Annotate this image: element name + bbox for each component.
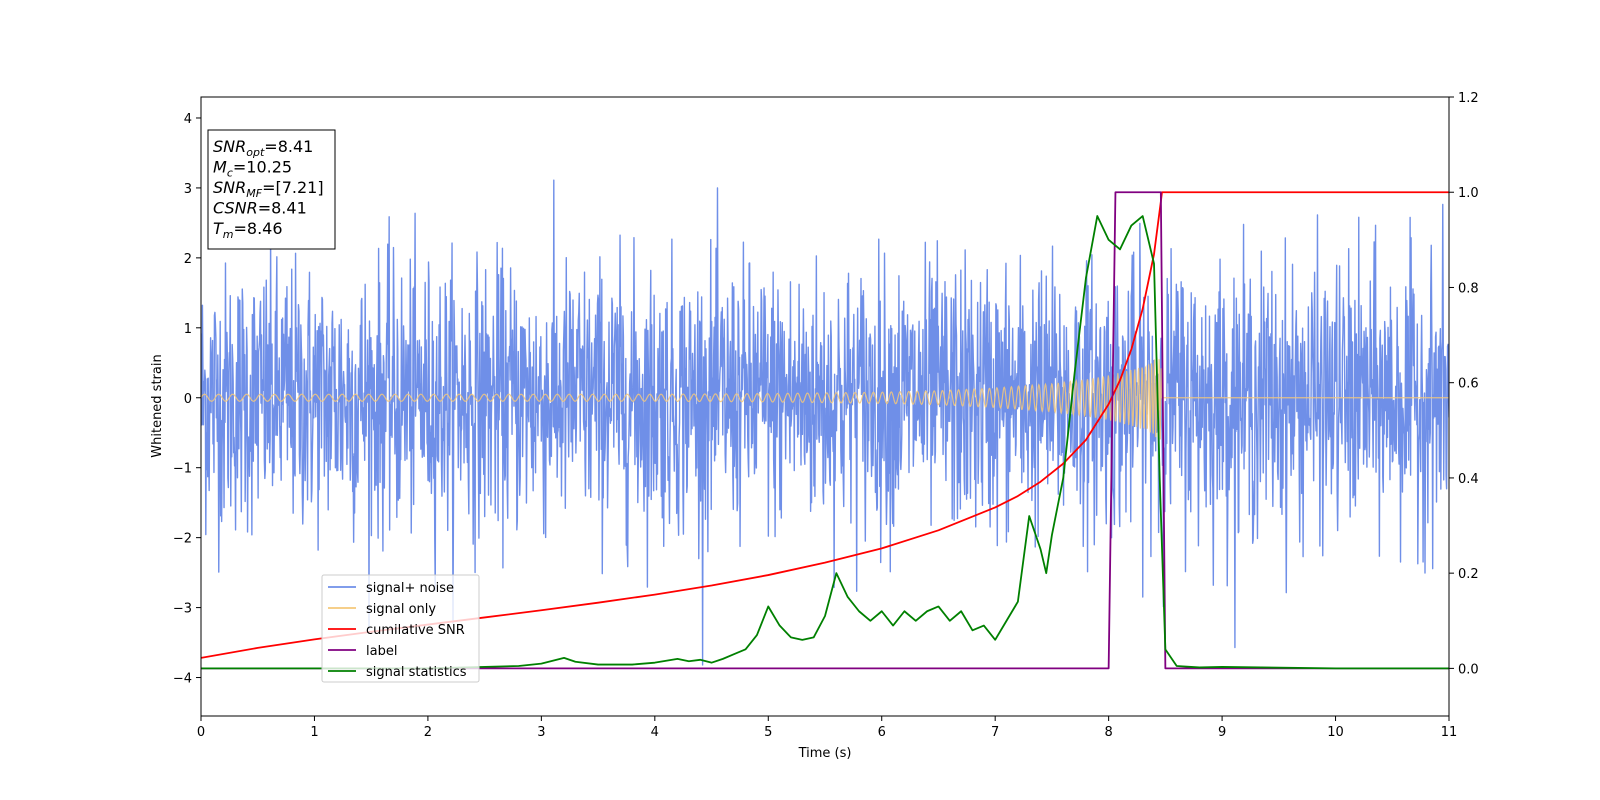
info-line-value: =8.41 [264, 137, 313, 156]
series-signal-only [201, 357, 1449, 440]
x-tick-label: 10 [1327, 725, 1344, 740]
y-right-tick-label: 0.0 [1458, 662, 1479, 677]
x-axis-title: Time (s) [798, 746, 852, 761]
info-line-symbol: T [213, 219, 224, 238]
y-left-tick-label: 4 [184, 112, 192, 127]
y-right-tick-label: 0.6 [1458, 377, 1479, 392]
plot-area-frame [200, 96, 1450, 717]
x-tick-label: 8 [1104, 725, 1112, 740]
x-tick-label: 9 [1218, 725, 1226, 740]
legend-label-signal-noise: signal+ noise [366, 581, 454, 596]
y-right-tick-label: 1.0 [1458, 186, 1479, 201]
series-signal-noise [201, 179, 1449, 666]
info-line-subscript: opt [246, 146, 265, 159]
y-axis-left: −4 −3 −2 −1 0 1 2 3 4 [173, 112, 201, 687]
y-right-tick-label: 0.8 [1458, 281, 1479, 296]
info-box: SNRopt=8.41Mc=10.25SNRMF=[7.21]CSNR=8.41… [207, 129, 336, 250]
x-tick-label: 4 [651, 725, 659, 740]
info-line-symbol: SNR [213, 178, 246, 197]
info-line-subscript: MF [246, 187, 262, 200]
info-line-value: =8.46 [234, 219, 283, 238]
y-axis-right: 0.0 0.2 0.4 0.6 0.8 1.0 1.2 [1449, 91, 1479, 677]
info-line-subscript: c [227, 167, 233, 180]
x-tick-label: 3 [537, 725, 545, 740]
legend: signal+ noise signal only cumilative SNR la… [321, 574, 480, 683]
y-left-tick-label: 1 [184, 322, 192, 337]
legend-label-signal-statistics: signal statistics [366, 665, 467, 680]
x-tick-label: 2 [424, 725, 432, 740]
y-left-tick-label: −3 [173, 602, 192, 617]
info-line: SNRMF=[7.21] [213, 178, 324, 200]
y-right-tick-label: 1.2 [1458, 91, 1479, 106]
y-right-tick-label: 0.2 [1458, 567, 1479, 582]
info-line: SNRopt=8.41 [213, 137, 313, 159]
y-left-tick-label: 2 [184, 252, 192, 267]
info-line-symbol: SNR [213, 137, 246, 156]
x-tick-label: 5 [764, 725, 772, 740]
info-line-value: =10.25 [233, 158, 292, 177]
y-right-tick-label: 0.4 [1458, 472, 1479, 487]
y-left-tick-label: −1 [173, 462, 192, 477]
series-label [201, 191, 1449, 670]
y-left-tick-label: −4 [173, 672, 192, 687]
legend-frame [321, 574, 480, 683]
info-line: Tm=8.46 [213, 219, 283, 241]
info-box-frame [207, 129, 336, 250]
y-axis-title: Whitened strain [150, 354, 165, 457]
info-line: Mc=10.25 [213, 158, 292, 180]
x-tick-label: 6 [878, 725, 886, 740]
x-tick-label: 0 [197, 725, 205, 740]
y-left-tick-label: 0 [184, 392, 192, 407]
info-line-value: =8.41 [258, 199, 307, 218]
x-axis: 0 1 2 3 4 5 6 7 8 9 10 11 [197, 716, 1457, 740]
legend-label-label: label [366, 644, 397, 659]
y-left-tick-label: 3 [184, 182, 192, 197]
info-line: CSNR=8.41 [213, 199, 307, 218]
info-line-value: =[7.21] [262, 178, 324, 197]
info-line-symbol: CSNR [213, 199, 258, 218]
series-signal-statistics [201, 215, 1449, 670]
info-line-subscript: m [223, 228, 234, 241]
x-tick-label: 7 [991, 725, 999, 740]
legend-label-signal-only: signal only [366, 602, 436, 617]
x-tick-label: 11 [1441, 725, 1458, 740]
info-line-symbol: M [213, 158, 227, 177]
legend-label-cumilative-snr: cumilative SNR [366, 623, 465, 638]
y-left-tick-label: −2 [173, 532, 192, 547]
x-tick-label: 1 [310, 725, 318, 740]
